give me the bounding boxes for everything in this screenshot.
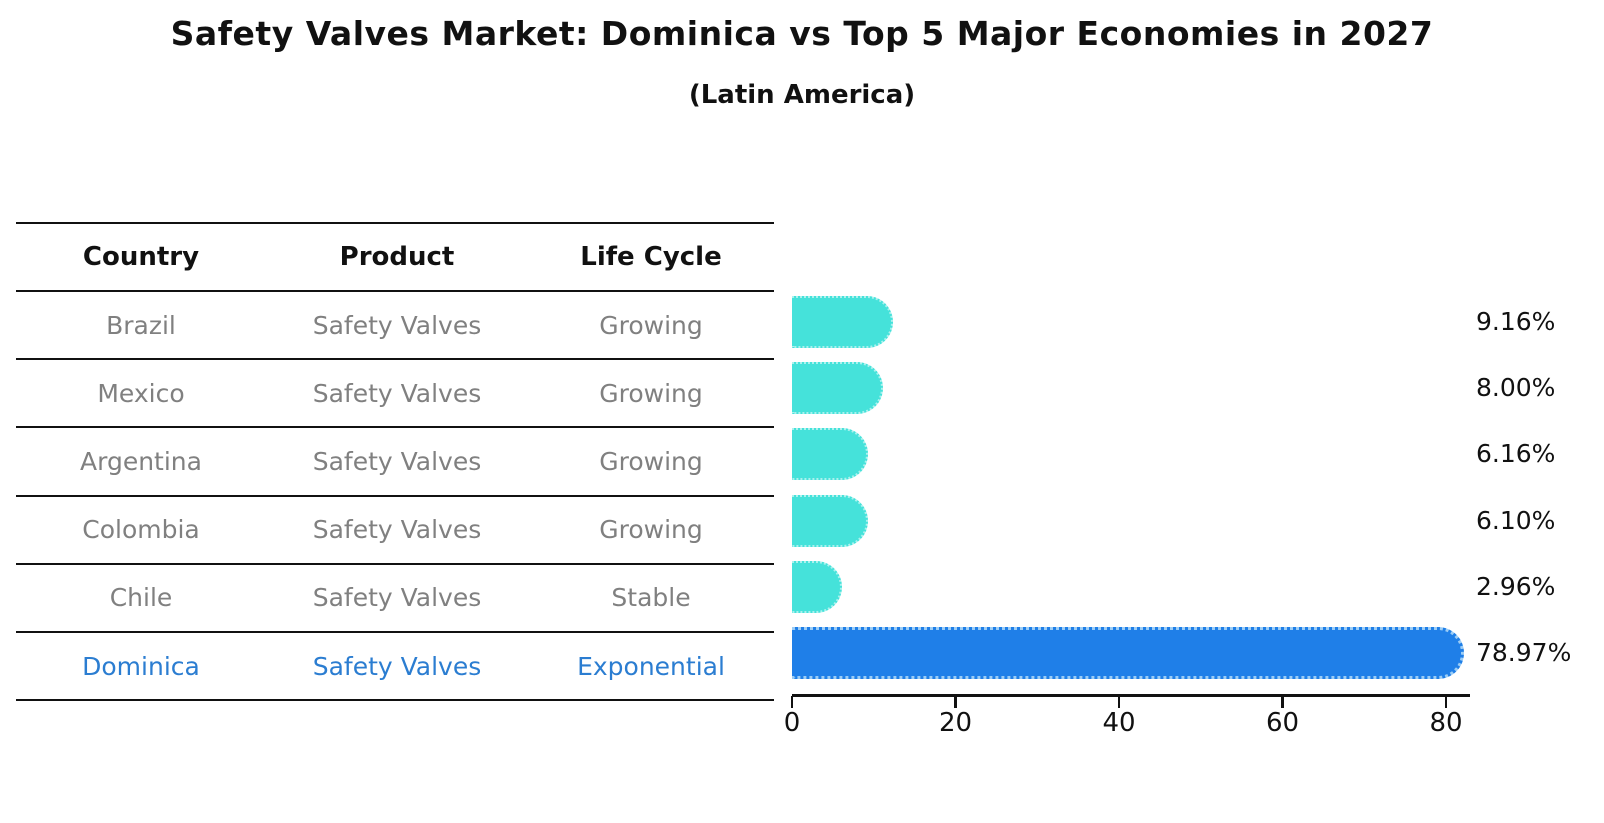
cell-country: Dominica xyxy=(82,651,200,681)
value-label-argentina: 6.16% xyxy=(1476,439,1556,469)
cell-country: Colombia xyxy=(82,515,200,545)
table-header-product: Product xyxy=(339,242,455,272)
cell-life-cycle: Growing xyxy=(599,378,703,408)
value-label-chile: 2.96% xyxy=(1476,571,1556,601)
table-row-colombia: Colombia Safety Valves Growing xyxy=(16,497,774,565)
x-axis-tick-label-0: 0 xyxy=(783,708,801,738)
x-axis-tick-label-80: 80 xyxy=(1429,708,1463,738)
table-row-argentina: Argentina Safety Valves Growing xyxy=(16,428,774,497)
cell-product: Safety Valves xyxy=(312,515,482,545)
x-axis-tick-60 xyxy=(1281,696,1284,708)
table-row-chile: Chile Safety Valves Stable xyxy=(16,565,774,633)
table-row-mexico: Mexico Safety Valves Growing xyxy=(16,360,774,429)
cell-country: Brazil xyxy=(106,310,176,340)
cell-product: Safety Valves xyxy=(312,446,482,476)
bar-mexico xyxy=(792,362,884,415)
cell-product: Safety Valves xyxy=(312,583,482,613)
x-axis-tick-0 xyxy=(790,696,794,708)
bar-chile xyxy=(792,560,843,613)
cell-life-cycle: Growing xyxy=(599,446,703,476)
table-row-brazil: Brazil Safety Valves Growing xyxy=(16,292,774,361)
value-label-colombia: 6.10% xyxy=(1476,505,1556,535)
cell-life-cycle: Growing xyxy=(599,310,703,340)
x-axis-tick-label-20: 20 xyxy=(938,708,973,738)
chart-subtitle: (Latin America) xyxy=(688,80,916,110)
bar-colombia xyxy=(792,494,868,547)
table-header-country: Country xyxy=(82,242,200,272)
x-axis-line xyxy=(792,694,1470,697)
cell-life-cycle: Growing xyxy=(599,515,703,545)
cell-life-cycle: Exponential xyxy=(577,651,725,681)
x-axis-tick-label-40: 40 xyxy=(1102,708,1136,738)
table-header-life-cycle: Life Cycle xyxy=(580,242,722,272)
value-label-dominica: 78.97% xyxy=(1476,638,1572,667)
value-label-brazil: 9.16% xyxy=(1476,307,1556,336)
data-table: Country Product Life Cycle Brazil Safety … xyxy=(16,222,774,702)
x-axis-tick-20 xyxy=(954,696,957,708)
cell-life-cycle: Stable xyxy=(611,583,691,613)
x-axis-tick-80 xyxy=(1444,696,1448,708)
x-axis-tick-40 xyxy=(1117,696,1121,708)
cell-country: Argentina xyxy=(80,446,202,476)
value-label-mexico: 8.00% xyxy=(1476,373,1556,403)
x-axis-tick-label-60: 60 xyxy=(1265,708,1300,738)
table-header-row: Country Product Life Cycle xyxy=(16,224,774,292)
cell-product: Safety Valves xyxy=(312,310,482,340)
chart-title: Safety Valves Market: Dominica vs Top 5 … xyxy=(170,14,1434,53)
bar-argentina xyxy=(792,428,869,481)
cell-country: Mexico xyxy=(97,378,185,408)
bar-brazil xyxy=(792,296,893,348)
table-row-dominica: Dominica Safety Valves Exponential xyxy=(16,633,774,702)
cell-product: Safety Valves xyxy=(312,651,482,681)
cell-country: Chile xyxy=(109,583,173,613)
bar-dominica xyxy=(792,627,1464,679)
cell-product: Safety Valves xyxy=(312,378,482,408)
